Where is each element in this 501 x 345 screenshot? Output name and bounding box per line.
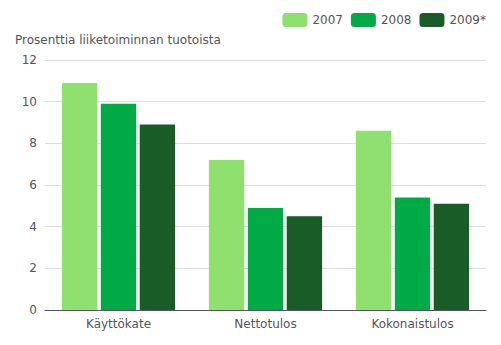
- svg-text:4: 4: [29, 220, 37, 234]
- svg-text:2007: 2007: [312, 13, 343, 27]
- svg-text:10: 10: [22, 95, 37, 109]
- svg-text:0: 0: [29, 303, 37, 317]
- svg-text:2009*: 2009*: [449, 13, 486, 27]
- svg-text:Kokonaistulos: Kokonaistulos: [371, 317, 453, 331]
- svg-text:Nettotulos: Nettotulos: [234, 317, 296, 331]
- svg-text:2: 2: [29, 261, 37, 275]
- svg-text:2008: 2008: [381, 13, 412, 27]
- svg-text:8: 8: [29, 136, 37, 150]
- svg-text:Käyttökate: Käyttökate: [86, 317, 151, 331]
- svg-text:6: 6: [29, 178, 37, 192]
- svg-text:Prosenttia liiketoiminnan tuot: Prosenttia liiketoiminnan tuotoista: [15, 33, 221, 47]
- svg-text:12: 12: [22, 53, 37, 67]
